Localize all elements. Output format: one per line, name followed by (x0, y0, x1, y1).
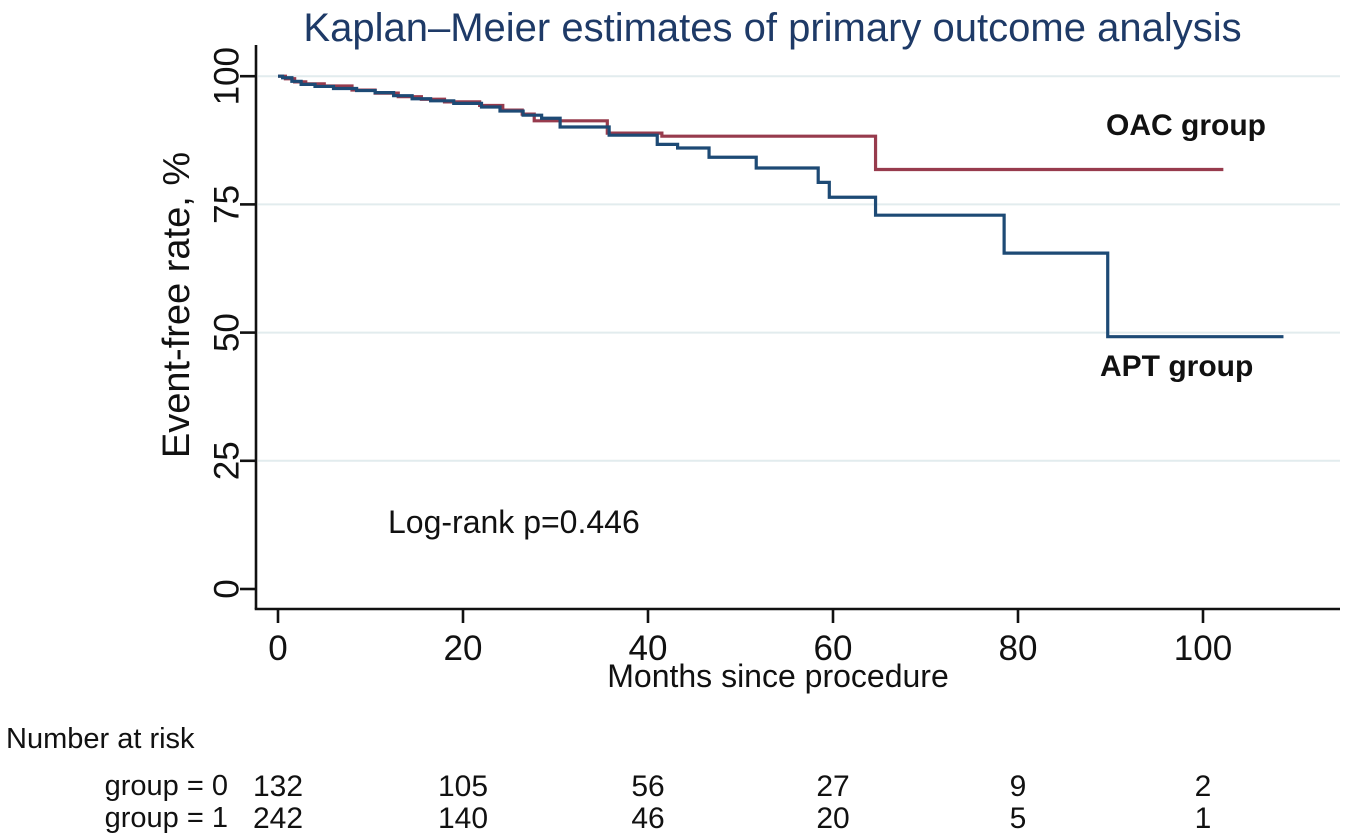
at-risk-value-row0-t20: 105 (437, 770, 489, 803)
at-risk-value-row0-t0: 132 (252, 770, 304, 803)
oac-group-label: OAC group (1106, 109, 1266, 142)
y-tick-label-75: 75 (208, 185, 247, 224)
oac-curve (278, 74, 1224, 172)
at-risk-value-row0-t60: 27 (816, 770, 850, 803)
at-risk-value-row1-t40: 46 (631, 802, 665, 835)
logrank-annotation: Log-rank p=0.446 (388, 504, 640, 540)
at-risk-value-row1-t60: 20 (816, 802, 850, 835)
apt-curve (278, 74, 1284, 339)
y-tick-label-100: 100 (208, 47, 247, 105)
y-tick-label-0: 0 (208, 579, 247, 598)
chart-title: Kaplan–Meier estimates of primary outcom… (303, 6, 1242, 50)
at-risk-value-row0-t40: 56 (631, 770, 665, 803)
number-at-risk-header: Number at risk (6, 723, 195, 755)
x-tick-label-60: 60 (814, 629, 853, 668)
y-tick-label-25: 25 (208, 441, 247, 480)
y-tick-label-50: 50 (208, 313, 247, 352)
apt-group-label: APT group (1100, 350, 1254, 383)
x-tick-label-100: 100 (1174, 629, 1232, 668)
x-tick-label-0: 0 (268, 629, 287, 668)
at-risk-value-row1-t0: 242 (252, 802, 304, 835)
at-risk-value-row1-t80: 5 (1009, 802, 1027, 835)
x-tick-label-40: 40 (629, 629, 668, 668)
at-risk-row-label-group1: group = 1 (104, 802, 228, 834)
at-risk-row-label-group0: group = 0 (104, 770, 228, 802)
x-axis-label: Months since procedure (607, 658, 949, 694)
x-tick-label-20: 20 (444, 629, 483, 668)
at-risk-value-row1-t100: 1 (1194, 802, 1212, 835)
at-risk-value-row1-t20: 140 (437, 802, 489, 835)
at-risk-value-row0-t100: 2 (1194, 770, 1212, 803)
x-tick-label-80: 80 (999, 629, 1038, 668)
at-risk-value-row0-t80: 9 (1009, 770, 1027, 803)
